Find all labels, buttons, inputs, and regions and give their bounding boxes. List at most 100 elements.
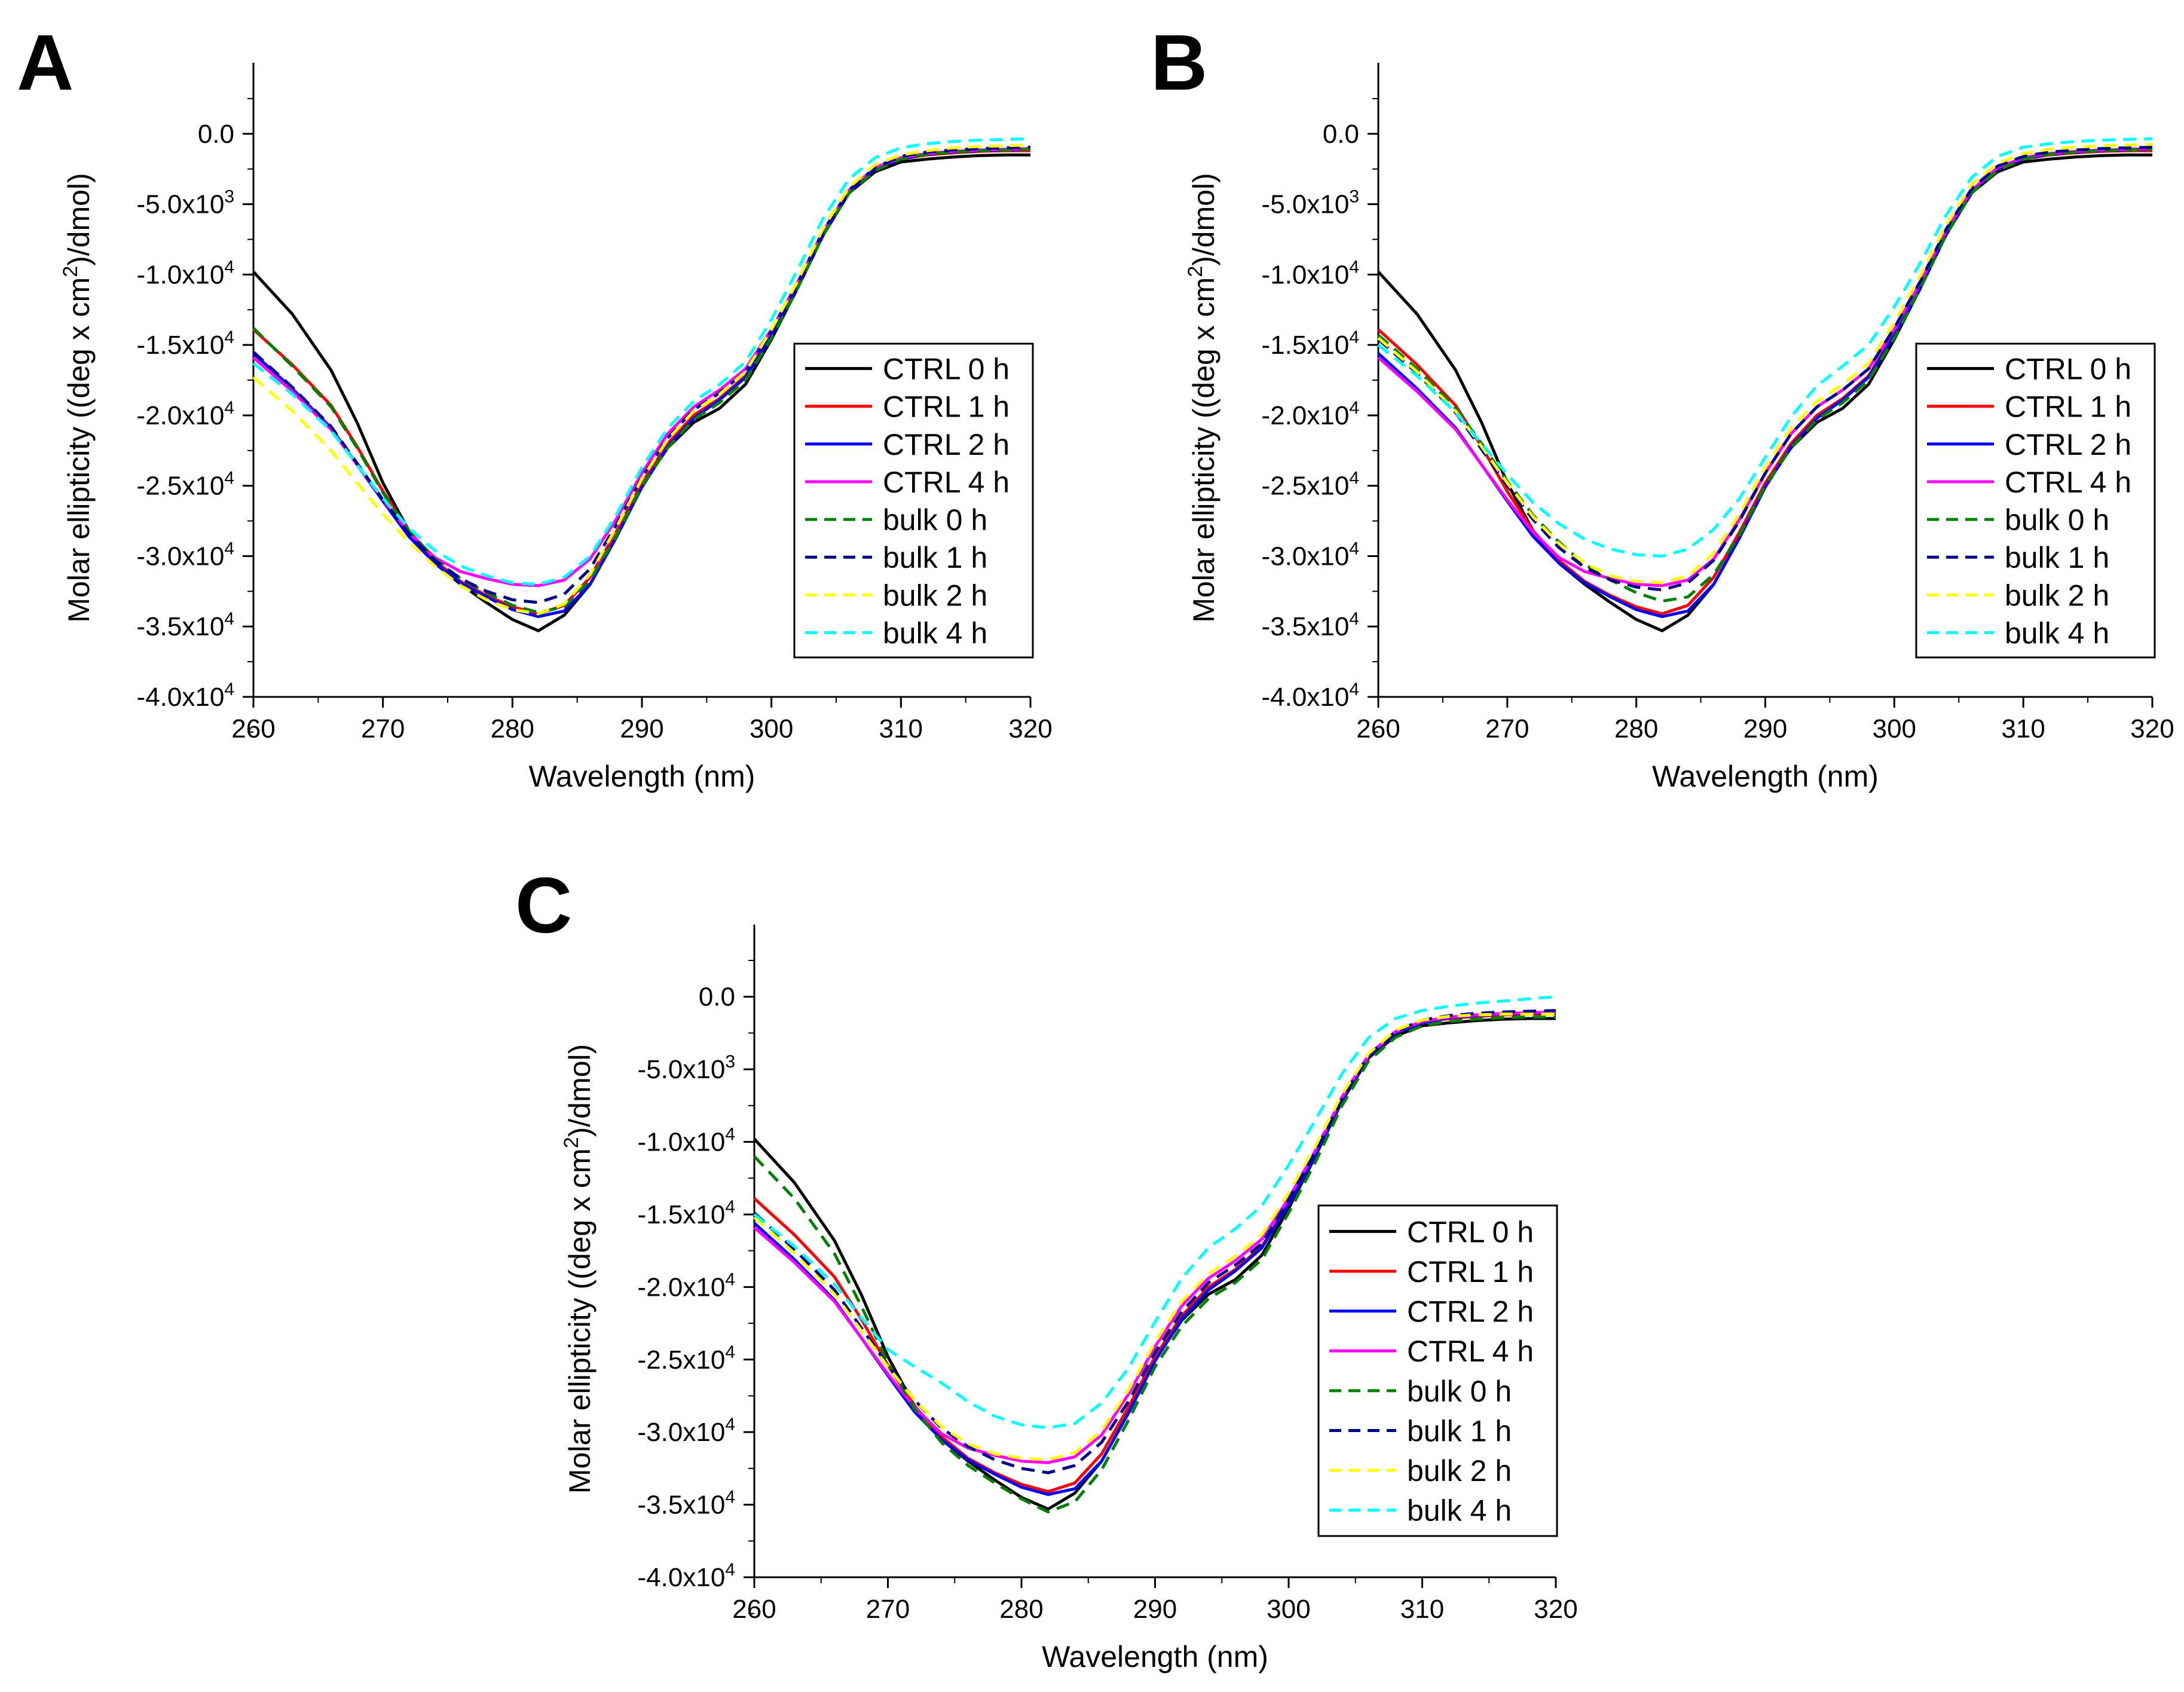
x-tick-label: 280 (999, 1595, 1043, 1624)
legend-label: CTRL 4 h (1407, 1335, 1534, 1368)
x-tick-label: 270 (1485, 714, 1529, 743)
series-line-bulk-4-h (252, 137, 1031, 586)
legend-label: bulk 2 h (1407, 1454, 1512, 1488)
x-tick-label: 290 (1743, 714, 1787, 743)
y-tick-label: 0.0 (1323, 120, 1359, 149)
x-tick-label: 320 (1008, 714, 1052, 743)
legend-label: CTRL 1 h (2005, 390, 2131, 424)
y-tick-label: -5.0x103 (137, 187, 234, 219)
y-tick-label: -4.0x104 (1262, 680, 1359, 712)
series-line-bulk-2-h (753, 1012, 1556, 1461)
chart-panel-a: A 260 270 280 290 300 310 320 0.0 -5.0x103 -1.0x10… (17, 19, 1053, 793)
y-tick-label: -3.5x104 (1262, 609, 1359, 641)
y-tick-label: -3.0x104 (1262, 538, 1359, 571)
series-line-bulk-1-h (1377, 145, 2153, 592)
x-tick-label: 310 (2001, 714, 2045, 743)
x-tick-label: 310 (1400, 1595, 1444, 1624)
y-tick-label: -3.0x104 (638, 1415, 735, 1447)
legend-label: CTRL 0 h (1407, 1215, 1534, 1249)
legend-label: CTRL 4 h (883, 466, 1010, 499)
legend: CTRL 0 h CTRL 1 h CTRL 2 h CTRL 4 h bulk 0 h… (793, 342, 1034, 659)
x-tick-label: 290 (1133, 1595, 1177, 1624)
y-tick-label: -1.5x104 (638, 1197, 735, 1229)
legend: CTRL 0 h CTRL 1 h CTRL 2 h CTRL 4 h bulk 0 h… (1915, 342, 2156, 659)
series-line-bulk-4-h (1377, 137, 2153, 558)
legend-label: CTRL 2 h (1407, 1295, 1534, 1329)
y-tick-label: 0.0 (699, 983, 735, 1012)
y-axis-label: Molar ellipticity ((deg x cm2)/dmol) (1184, 173, 1221, 622)
series-line-bulk-4-h (753, 995, 1556, 1430)
x-tick-label: 290 (620, 714, 663, 743)
x-axis-label: Wavelength (nm) (529, 760, 755, 793)
legend-label: bulk 0 h (1407, 1375, 1512, 1408)
y-tick-label: -2.5x104 (1262, 469, 1359, 501)
series-line-bulk-2-h (252, 143, 1031, 616)
y-tick-label: 0.0 (198, 120, 234, 149)
y-tick-label: -3.0x104 (137, 538, 234, 571)
series-line-bulk-2-h (1377, 143, 2153, 585)
panel-letter: C (515, 861, 572, 949)
x-tick-label: 260 (231, 714, 275, 743)
x-tick-label: 300 (1873, 714, 1916, 743)
y-tick-label: -2.5x104 (137, 469, 234, 501)
legend-label: bulk 0 h (883, 503, 987, 537)
y-tick-label: -1.5x104 (1262, 328, 1359, 360)
series-line-bulk-0-h (1377, 148, 2153, 603)
y-tick-label: -3.5x104 (137, 609, 234, 641)
y-axis-label: Molar ellipticity ((deg x cm2)/dmol) (560, 1044, 597, 1494)
legend-label: bulk 2 h (883, 579, 987, 612)
legend-label: bulk 4 h (1407, 1494, 1512, 1528)
legend-label: bulk 1 h (2005, 541, 2109, 574)
y-tick-label: -4.0x104 (137, 680, 234, 712)
legend-label: bulk 0 h (2005, 503, 2109, 537)
y-tick-label: -2.5x104 (638, 1342, 735, 1375)
y-tick-label: -2.0x104 (137, 398, 234, 430)
x-tick-label: 300 (1267, 1595, 1310, 1624)
legend-label: bulk 1 h (883, 541, 987, 574)
legend-label: CTRL 1 h (883, 390, 1010, 424)
x-tick-label: 320 (2130, 714, 2174, 743)
legend-box (793, 342, 1034, 659)
y-tick-label: -3.5x104 (638, 1488, 735, 1520)
legend-box (1915, 342, 2156, 659)
legend: CTRL 0 h CTRL 1 h CTRL 2 h CTRL 4 h bulk 0 h… (1317, 1204, 1558, 1537)
x-axis-label: Wavelength (nm) (1042, 1640, 1268, 1673)
x-tick-label: 310 (879, 714, 923, 743)
legend-label: CTRL 0 h (2005, 353, 2131, 386)
x-tick-label: 260 (732, 1595, 776, 1624)
x-tick-label: 320 (1534, 1595, 1577, 1624)
legend-label: bulk 4 h (883, 616, 987, 650)
x-tick-label: 270 (866, 1595, 910, 1624)
legend-label: bulk 4 h (2005, 616, 2109, 650)
x-tick-label: 280 (491, 714, 534, 743)
y-tick-label: -1.0x104 (638, 1125, 735, 1157)
x-tick-label: 270 (361, 714, 405, 743)
x-tick-label: 300 (750, 714, 793, 743)
chart-panel-c: C 260 270 280 290 300 310 320 0.0 -5.0x103 -1.0x10… (515, 861, 1578, 1673)
legend-label: bulk 2 h (2005, 579, 2109, 612)
y-tick-label: -1.0x104 (137, 257, 234, 289)
y-tick-label: -2.0x104 (638, 1269, 735, 1302)
x-tick-label: 280 (1614, 714, 1658, 743)
y-axis-label: Molar ellipticity ((deg x cm2)/dmol) (59, 173, 96, 622)
x-tick-label: 260 (1356, 714, 1400, 743)
y-tick-label: -1.5x104 (137, 328, 234, 360)
chart-panel-b: B 260 270 280 290 300 310 320 0.0 -5.0x103 -1.0x10… (1151, 19, 2174, 793)
panel-letter: B (1151, 19, 1207, 106)
y-tick-label: -1.0x104 (1262, 257, 1359, 289)
legend-label: bulk 1 h (1407, 1414, 1512, 1448)
legend-label: CTRL 4 h (2005, 466, 2131, 499)
legend-label: CTRL 1 h (1407, 1255, 1534, 1289)
series-line-bulk-1-h (252, 145, 1031, 604)
panel-letter: A (17, 19, 74, 106)
series-line-bulk-0-h (252, 148, 1031, 614)
x-axis-label: Wavelength (nm) (1652, 760, 1879, 793)
legend-label: CTRL 0 h (883, 353, 1010, 386)
y-tick-label: -4.0x104 (638, 1560, 735, 1592)
legend-label: CTRL 2 h (2005, 428, 2131, 461)
y-tick-label: -2.0x104 (1262, 398, 1359, 430)
y-tick-label: -5.0x103 (638, 1052, 735, 1084)
y-tick-label: -5.0x103 (1262, 187, 1359, 219)
legend-label: CTRL 2 h (883, 428, 1010, 461)
